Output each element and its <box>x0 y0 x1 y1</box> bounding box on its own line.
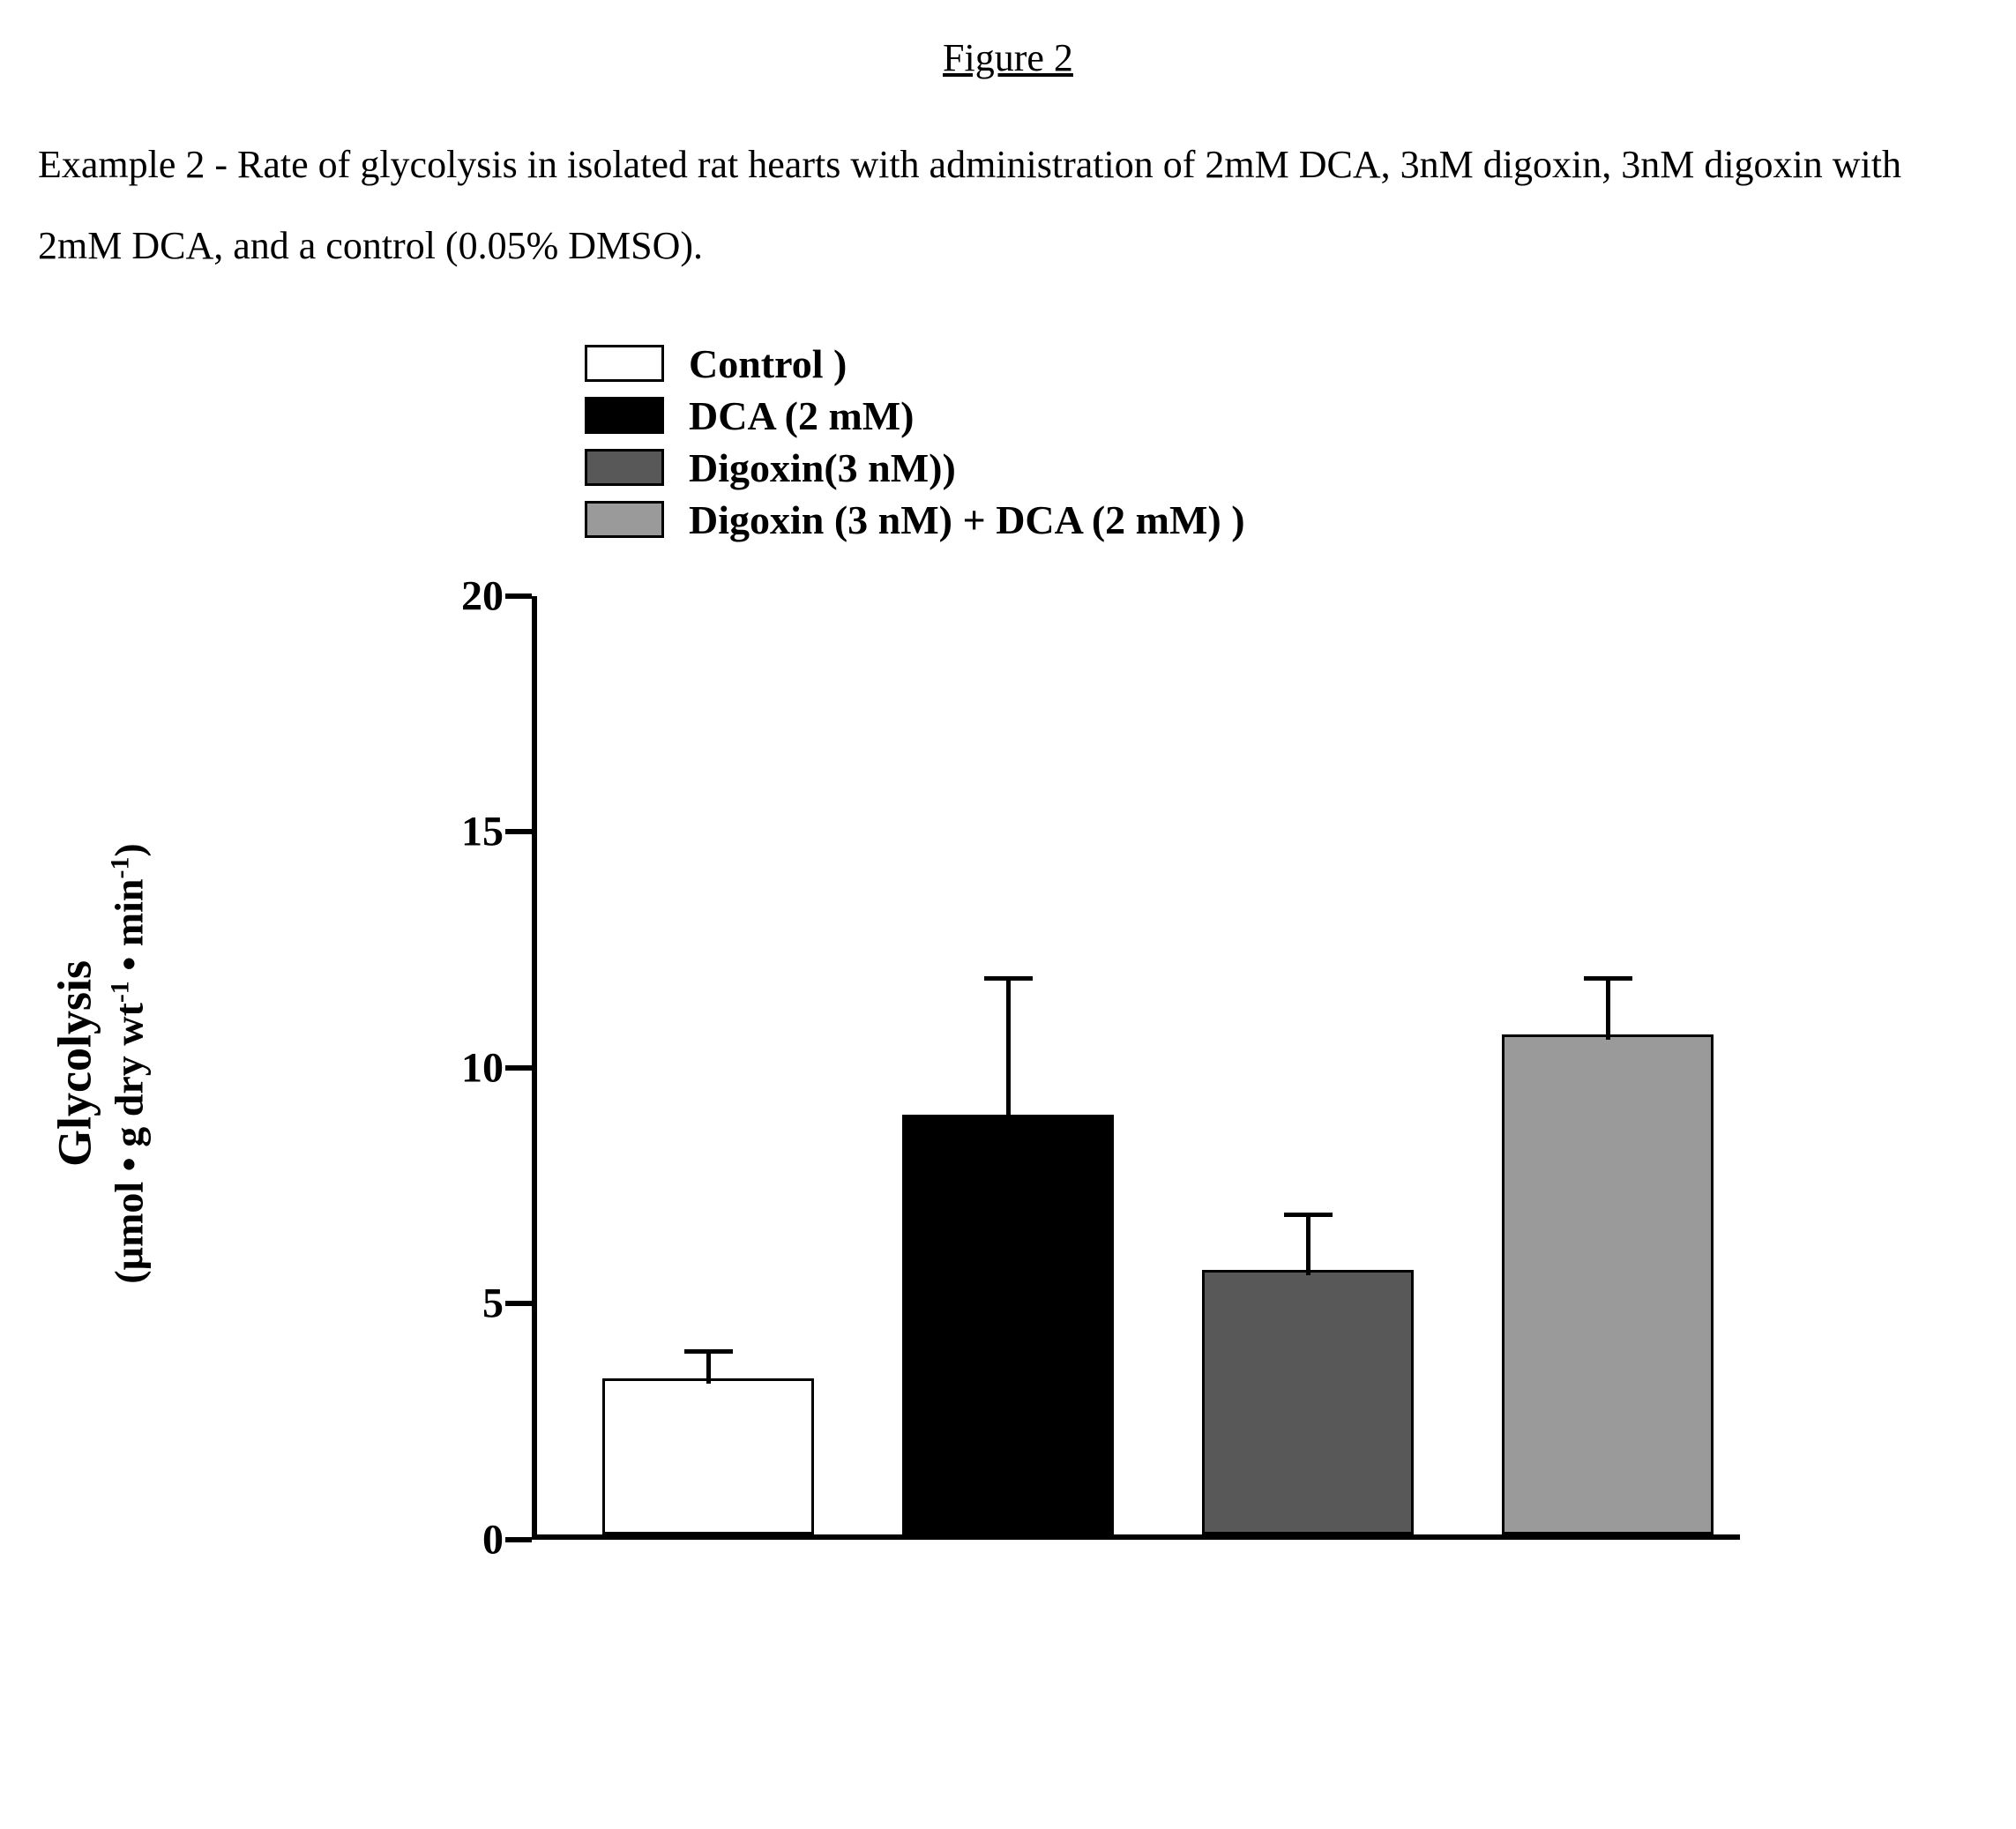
bar <box>1202 1270 1414 1534</box>
y-tick-label: 15 <box>461 808 504 856</box>
legend: Control ) DCA (2 mM) Digoxin(3 nM)) Digoxin… <box>585 340 1245 549</box>
y-tick-label: 10 <box>461 1043 504 1092</box>
y-tick <box>505 829 532 834</box>
figure-title: Figure 2 <box>38 35 1978 80</box>
y-axis-label-units: (µmol • g dry wt-1 • min-1) <box>105 843 152 1284</box>
error-bar-cap <box>684 1349 733 1354</box>
y-tick <box>505 1065 532 1071</box>
legend-item: Digoxin(3 nM)) <box>585 444 1245 491</box>
error-bar <box>1306 1214 1310 1276</box>
error-bar <box>1006 978 1011 1120</box>
y-tick <box>505 1537 532 1542</box>
chart: Control ) DCA (2 mM) Digoxin(3 nM)) Digoxin… <box>126 340 1802 1575</box>
bar <box>902 1115 1114 1534</box>
error-bar <box>1606 978 1610 1040</box>
y-tick-label: 5 <box>482 1280 504 1328</box>
y-axis <box>532 596 537 1540</box>
legend-label: DCA (2 mM) <box>689 392 915 439</box>
legend-swatch <box>585 449 664 486</box>
bar <box>602 1378 814 1534</box>
bar <box>1502 1034 1714 1534</box>
error-bar-cap <box>984 976 1033 981</box>
figure-container: Figure 2 Example 2 - Rate of glycolysis … <box>38 35 1978 1575</box>
y-tick-label: 0 <box>482 1515 504 1564</box>
error-bar <box>706 1351 711 1384</box>
error-bar-cap <box>1284 1213 1333 1217</box>
y-tick-label: 20 <box>461 571 504 620</box>
legend-swatch <box>585 501 664 538</box>
legend-item: Digoxin (3 nM) + DCA (2 mM) ) <box>585 496 1245 543</box>
legend-label: Digoxin(3 nM)) <box>689 444 956 491</box>
y-axis-label-main: Glycolysis <box>47 843 101 1284</box>
legend-item: DCA (2 mM) <box>585 392 1245 439</box>
y-tick <box>505 1301 532 1306</box>
figure-caption: Example 2 - Rate of glycolysis in isolat… <box>38 124 1978 287</box>
legend-swatch <box>585 397 664 434</box>
plot-area: 05101520 <box>532 596 1731 1540</box>
x-axis <box>532 1534 1740 1540</box>
legend-swatch <box>585 345 664 382</box>
y-axis-label: Glycolysis (µmol • g dry wt-1 • min-1) <box>47 843 152 1284</box>
error-bar-cap <box>1584 976 1632 981</box>
y-tick <box>505 593 532 599</box>
legend-label: Digoxin (3 nM) + DCA (2 mM) ) <box>689 496 1245 543</box>
legend-item: Control ) <box>585 340 1245 387</box>
legend-label: Control ) <box>689 340 847 387</box>
